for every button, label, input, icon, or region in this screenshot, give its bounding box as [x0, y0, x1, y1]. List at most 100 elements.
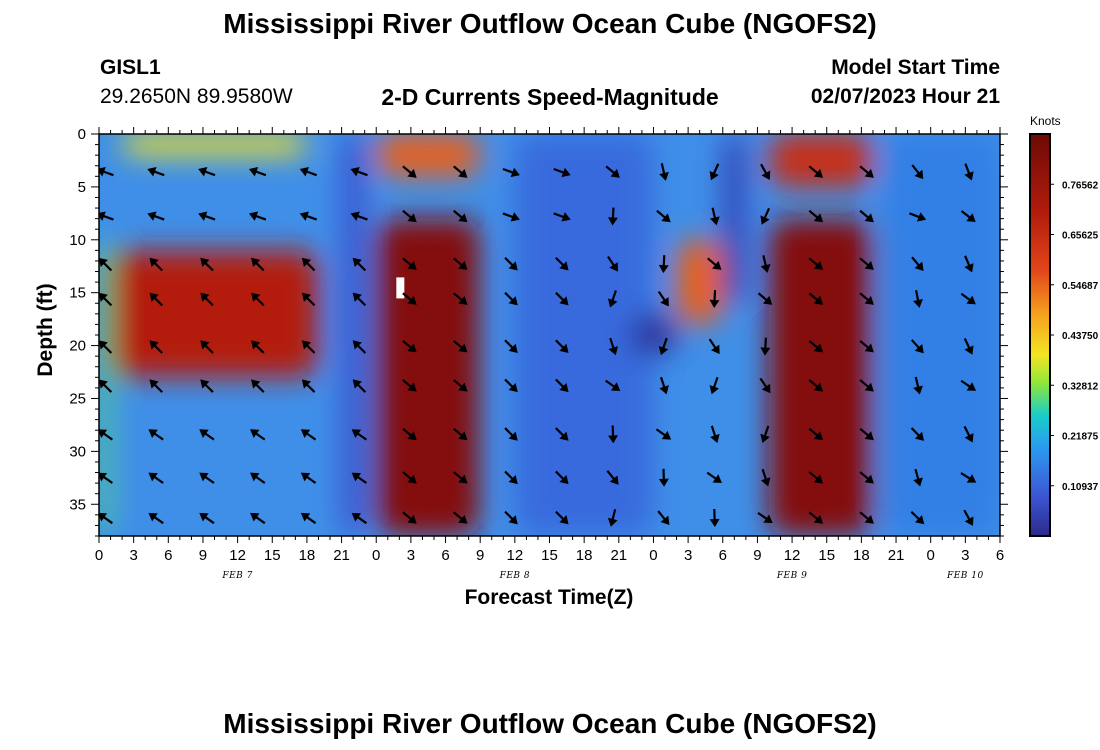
x-tick-label: 0: [372, 547, 380, 564]
current-vector: [248, 167, 267, 177]
current-vector: [198, 167, 216, 177]
chart-subtitle: 2-D Currents Speed-Magnitude: [381, 84, 719, 110]
current-vector: [553, 212, 571, 222]
current-vector: [859, 209, 874, 223]
current-vector: [99, 379, 113, 393]
current-vector: [555, 339, 569, 354]
current-vector: [504, 339, 518, 354]
x-tick-label: 6: [719, 547, 727, 564]
station-id: GISL1: [100, 56, 161, 79]
current-vector: [658, 337, 669, 356]
y-tick-label: 10: [69, 232, 86, 249]
current-vector: [149, 292, 163, 307]
x-tick-label: 9: [753, 547, 761, 564]
speed-band: [722, 134, 746, 304]
speed-band: [768, 218, 873, 536]
current-vector: [760, 468, 771, 487]
x-tick-label: 6: [996, 547, 1004, 564]
current-vector: [708, 338, 720, 355]
current-vector: [913, 376, 923, 395]
date-label: FEB 10: [946, 571, 984, 581]
current-vector: [251, 257, 265, 272]
current-vector: [351, 472, 368, 484]
current-vector: [709, 163, 720, 181]
current-vector: [300, 429, 317, 441]
colorbar-tick-label: 0.65625: [1062, 231, 1099, 242]
speed-band: [514, 134, 654, 536]
current-vector: [960, 472, 977, 483]
x-tick-label: 12: [507, 547, 524, 564]
current-vector: [555, 291, 569, 306]
current-vector: [502, 212, 520, 222]
current-vector: [960, 379, 977, 391]
current-vector: [402, 471, 417, 484]
current-vector: [808, 511, 824, 524]
current-vector: [808, 209, 824, 223]
current-vector: [452, 379, 468, 392]
speed-band: [884, 134, 1000, 536]
x-tick-label: 0: [927, 547, 935, 564]
x-axis-label: Forecast Time(Z): [465, 586, 634, 609]
current-vector: [859, 165, 874, 178]
date-label: FEB 7: [221, 571, 253, 581]
current-vector: [808, 257, 824, 270]
current-vector: [299, 167, 318, 177]
current-vector: [250, 429, 266, 441]
current-vector: [504, 427, 518, 441]
current-vector: [709, 376, 720, 395]
current-vector: [200, 257, 214, 272]
current-vector: [402, 292, 417, 305]
current-vector: [607, 207, 618, 226]
current-vector: [608, 337, 619, 356]
current-vector: [710, 425, 720, 444]
current-vector: [149, 379, 163, 393]
current-vector: [147, 211, 165, 221]
white-marker: [396, 277, 405, 299]
x-tick-label: 3: [407, 547, 415, 564]
current-vector: [607, 509, 618, 527]
current-vector: [859, 292, 874, 305]
current-vector: [350, 167, 368, 177]
speed-band: [630, 313, 677, 357]
current-vector: [99, 340, 113, 354]
y-axis-label: Depth (ft): [34, 283, 57, 376]
current-vector: [859, 427, 874, 441]
x-tick-label: 18: [576, 547, 593, 564]
current-vector: [99, 257, 113, 272]
current-vector: [198, 211, 216, 221]
x-tick-label: 21: [610, 547, 627, 564]
current-vector: [250, 472, 266, 484]
x-tick-label: 9: [199, 547, 207, 564]
current-vector: [402, 257, 417, 270]
current-vector: [300, 472, 317, 484]
current-vector: [352, 257, 367, 272]
current-vector: [709, 207, 720, 226]
model-start-value: 02/07/2023 Hour 21: [810, 85, 1000, 108]
x-tick-label: 21: [888, 547, 905, 564]
x-tick-label: 12: [784, 547, 801, 564]
current-vector: [605, 165, 620, 178]
y-tick-label: 30: [69, 443, 86, 460]
current-vector: [149, 257, 163, 272]
current-vector: [99, 512, 114, 525]
current-vector: [452, 471, 468, 484]
current-vector: [706, 257, 722, 270]
current-vector: [760, 163, 771, 180]
current-vector: [301, 379, 316, 393]
station-coordinates: 29.2650N 89.9580W: [100, 85, 293, 108]
current-vector: [808, 427, 824, 441]
current-vector: [555, 510, 569, 525]
current-vector: [452, 292, 468, 305]
y-tick-label: 15: [69, 285, 86, 302]
current-vector: [657, 510, 670, 526]
current-vector: [149, 340, 163, 354]
colorbar-tick-label: 0.76562: [1062, 180, 1099, 191]
x-tick-label: 3: [684, 547, 692, 564]
current-vector: [706, 471, 722, 483]
current-vector: [351, 512, 368, 525]
current-vector: [299, 211, 318, 221]
x-tick-label: 15: [541, 547, 558, 564]
current-vector: [352, 340, 367, 354]
current-vector: [604, 379, 621, 391]
current-vector: [553, 167, 571, 178]
